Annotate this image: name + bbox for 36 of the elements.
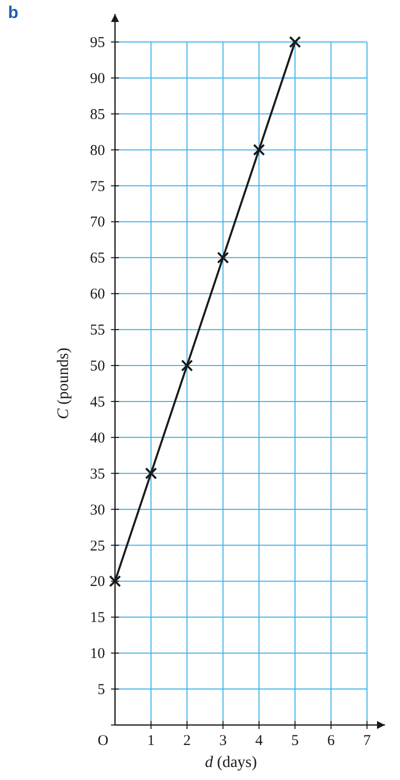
y-tick-label: 60: [90, 286, 105, 303]
y-tick-label: 65: [90, 250, 105, 267]
x-tick-label: 3: [219, 733, 227, 749]
x-tick-label: O: [98, 733, 109, 749]
point: [145, 467, 157, 480]
y-tick-label: 90: [90, 70, 105, 87]
point: [109, 575, 121, 588]
point: [289, 36, 301, 48]
point: [217, 252, 229, 264]
y-tick-label: 40: [90, 430, 105, 446]
y-tick-label: 5: [98, 682, 105, 698]
y-tick-label: 75: [90, 178, 105, 195]
point: [181, 360, 193, 372]
y-tick-label: 20: [90, 574, 105, 590]
y-tick-label: 80: [90, 142, 105, 159]
x-tick-label: 2: [183, 733, 191, 749]
x-tick-label: 7: [363, 733, 372, 749]
y-tick-label: 45: [90, 394, 105, 410]
y-tick-label: 10: [90, 646, 105, 662]
x-tick-label: 6: [327, 733, 336, 749]
x-tick-label: 4: [255, 733, 264, 749]
y-tick-label: 15: [90, 610, 105, 626]
x-axis-title: d (days): [205, 754, 257, 771]
text: b: [8, 3, 18, 22]
y-tick-label: 35: [90, 466, 105, 482]
y-tick-label: 30: [90, 502, 105, 518]
y-tick-label: 50: [90, 358, 105, 375]
y-tick-label: 70: [90, 214, 105, 231]
x-tick-label: 5: [291, 733, 299, 749]
point: [253, 144, 265, 156]
y-tick-label: 85: [90, 106, 105, 123]
y-tick-label: 95: [90, 35, 105, 51]
y-tick-label: 25: [90, 538, 105, 554]
y-axis-title: C (pounds): [55, 348, 72, 420]
x-tick-label: 1: [147, 733, 155, 749]
y-tick-label: 55: [90, 322, 105, 339]
